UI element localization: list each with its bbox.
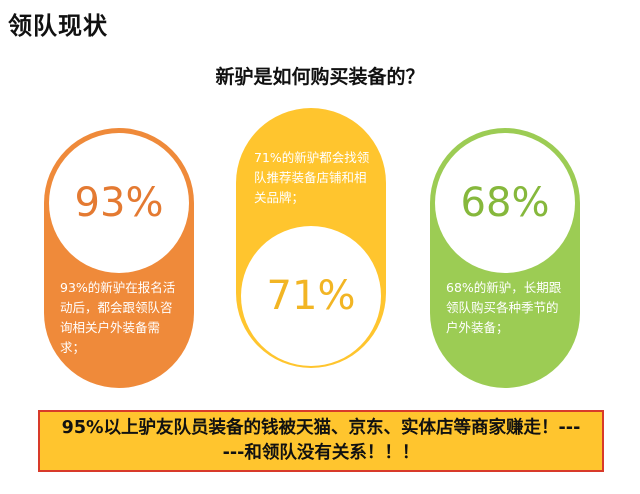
conclusion-banner: 95%以上驴友队员装备的钱被天猫、京东、实体店等商家赚走！------和领队没有… [38, 410, 604, 472]
stat-description: 71%的新驴都会找领队推荐装备店铺和相关品牌； [254, 150, 370, 205]
stat-description: 68%的新驴，长期跟领队购买各种季节的户外装备； [446, 280, 562, 335]
stat-card-consult: 93% 93%的新驴在报名活动后，都会跟领队咨询相关户外装备需求； [44, 128, 194, 388]
stat-description: 93%的新驴在报名活动后，都会跟领队咨询相关户外装备需求； [60, 280, 176, 355]
page-title: 领队现状 [8, 12, 108, 40]
stat-percent: 68% [435, 133, 575, 273]
stat-percent: 93% [49, 133, 189, 273]
conclusion-text: 95%以上驴友队员装备的钱被天猫、京东、实体店等商家赚走！------和领队没有… [61, 418, 581, 463]
question-heading: 新驴是如何购买装备的？ [215, 66, 425, 88]
stat-card-recommend: 71%的新驴都会找领队推荐装备店铺和相关品牌； 71% [236, 108, 386, 368]
stat-percent: 71% [241, 226, 381, 366]
stat-card-purchase: 68% 68%的新驴，长期跟领队购买各种季节的户外装备； [430, 128, 580, 388]
